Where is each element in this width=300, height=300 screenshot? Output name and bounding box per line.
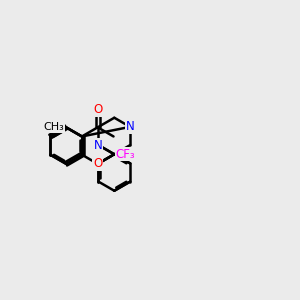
Text: O: O [93, 103, 102, 116]
Text: O: O [93, 157, 102, 170]
Text: CF₃: CF₃ [116, 148, 135, 161]
Text: N: N [94, 139, 103, 152]
Text: CH₃: CH₃ [44, 122, 64, 132]
Text: N: N [126, 120, 134, 134]
